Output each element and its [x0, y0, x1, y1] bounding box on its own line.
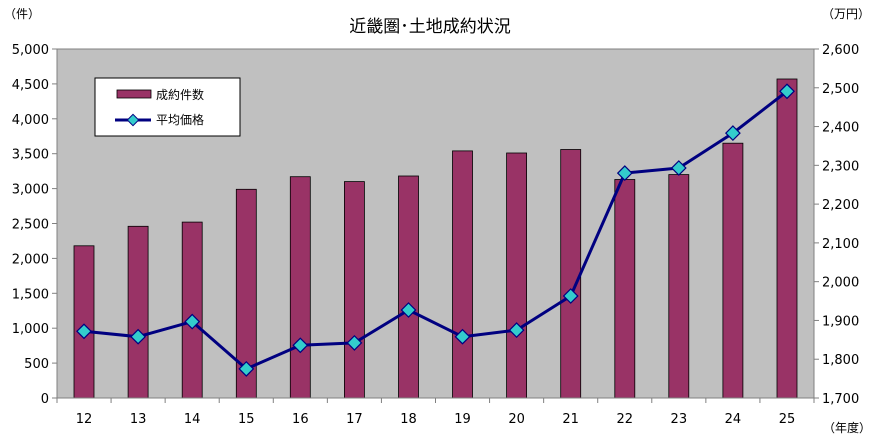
- price-point-14: [184, 313, 201, 330]
- left-tick-label: 5,000: [12, 43, 49, 58]
- price-point-21: [562, 288, 579, 304]
- right-axis-unit: （万円）: [822, 7, 870, 21]
- price-point-13: [130, 328, 147, 345]
- x-tick-label: 19: [454, 412, 471, 427]
- right-tick-label: 2,300: [822, 159, 859, 174]
- price-point-17: [346, 334, 363, 351]
- legend-bar-swatch: [116, 89, 152, 99]
- x-tick-label: 16: [292, 412, 309, 427]
- price-point-16: [292, 337, 309, 354]
- price-point-18: [400, 302, 417, 318]
- left-tick-label: 1,500: [12, 287, 49, 302]
- x-tick-label: 14: [184, 412, 201, 427]
- x-tick-label: 23: [671, 412, 688, 427]
- bar-24: [722, 142, 744, 399]
- price-point-23: [670, 160, 687, 176]
- x-tick-label: 18: [400, 412, 417, 427]
- bar-18: [398, 175, 419, 399]
- legend-line-label: 平均価格: [156, 112, 204, 127]
- price-point-15: [238, 360, 255, 377]
- left-tick-label: 4,500: [12, 78, 49, 93]
- left-axis-unit: （件）: [4, 7, 40, 21]
- left-tick-label: 4,000: [12, 113, 49, 128]
- chart-title: 近畿圏･土地成約状況: [349, 17, 511, 37]
- left-tick-label: 0: [41, 392, 49, 407]
- legend: 成約件数 平均価格: [94, 77, 241, 137]
- price-line: [83, 90, 788, 371]
- bar-25: [776, 78, 798, 399]
- bar-21: [560, 149, 582, 399]
- bar-12: [73, 245, 95, 399]
- right-tick-label: 1,700: [822, 392, 859, 407]
- bar-13: [127, 225, 149, 399]
- x-tick-label: 20: [508, 412, 525, 427]
- price-point-22: [616, 165, 633, 182]
- bar-19: [452, 150, 473, 399]
- bar-16: [289, 176, 311, 399]
- bar-14: [181, 221, 203, 399]
- right-tick-label: 1,800: [822, 353, 859, 368]
- price-point-24: [724, 125, 741, 142]
- x-tick-label: 15: [238, 412, 255, 427]
- price-point-25: [779, 83, 795, 100]
- right-tick-label: 2,100: [822, 237, 859, 252]
- bar-23: [668, 174, 690, 399]
- x-tick-label: 13: [130, 412, 147, 427]
- right-tick-label: 2,200: [822, 198, 859, 213]
- x-tick-label: 24: [725, 412, 742, 427]
- left-tick-label: 3,000: [12, 183, 49, 198]
- right-tick-label: 1,900: [822, 314, 859, 329]
- left-tick-label: 1,000: [12, 322, 49, 337]
- x-tick-label: 21: [562, 412, 579, 427]
- bar-20: [506, 152, 528, 399]
- x-tick-label: 22: [616, 412, 633, 427]
- price-point-12: [76, 323, 92, 340]
- legend-marker-swatch: [126, 113, 140, 127]
- right-tick-label: 2,400: [822, 121, 859, 136]
- x-axis-unit: （年度）: [823, 420, 871, 435]
- left-tick-label: 3,500: [12, 148, 49, 163]
- left-tick-label: 2,500: [12, 218, 49, 233]
- right-tick-label: 2,000: [822, 276, 859, 291]
- right-tick-label: 2,500: [822, 82, 859, 97]
- right-tick-label: 2,600: [822, 43, 859, 58]
- legend-box: [94, 77, 241, 137]
- price-point-19: [454, 328, 471, 345]
- x-tick-label: 25: [779, 412, 796, 427]
- bar-17: [343, 181, 365, 399]
- legend-bar-label: 成約件数: [156, 87, 204, 102]
- x-tick-label: 17: [346, 412, 363, 427]
- bar-22: [614, 179, 636, 399]
- price-point-20: [508, 322, 525, 339]
- x-tick-label: 12: [76, 412, 93, 427]
- left-tick-label: 500: [24, 357, 49, 372]
- left-tick-label: 2,000: [12, 252, 49, 267]
